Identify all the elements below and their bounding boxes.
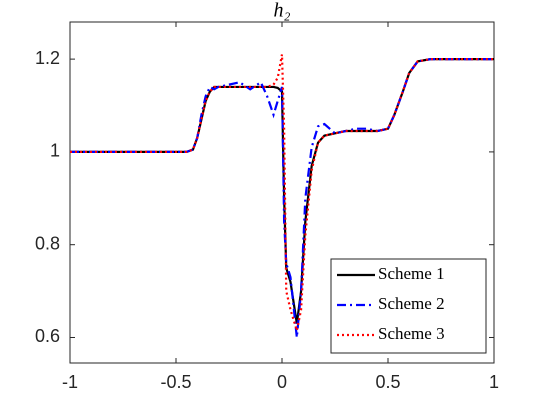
x-tick-label: -0.5 xyxy=(160,372,191,392)
legend-label: Scheme 3 xyxy=(378,324,445,343)
x-tick-label: -1 xyxy=(62,372,78,392)
x-tick-label: 0.5 xyxy=(375,372,400,392)
x-tick-label: 1 xyxy=(489,372,499,392)
y-tick-label: 0.6 xyxy=(35,326,60,346)
y-tick-label: 0.8 xyxy=(35,233,60,253)
plot-frame xyxy=(69,21,495,364)
line-series xyxy=(70,54,494,331)
y-tick-label: 1 xyxy=(50,141,60,161)
chart-title: h₂ xyxy=(274,0,291,22)
legend: Scheme 1 Scheme 2 Scheme 3 xyxy=(330,258,487,354)
legend-label: Scheme 1 xyxy=(378,264,445,283)
y-tick-label: 1.2 xyxy=(35,48,60,68)
legend-label: Scheme 2 xyxy=(378,294,445,313)
x-tick-label: 0 xyxy=(277,372,287,392)
